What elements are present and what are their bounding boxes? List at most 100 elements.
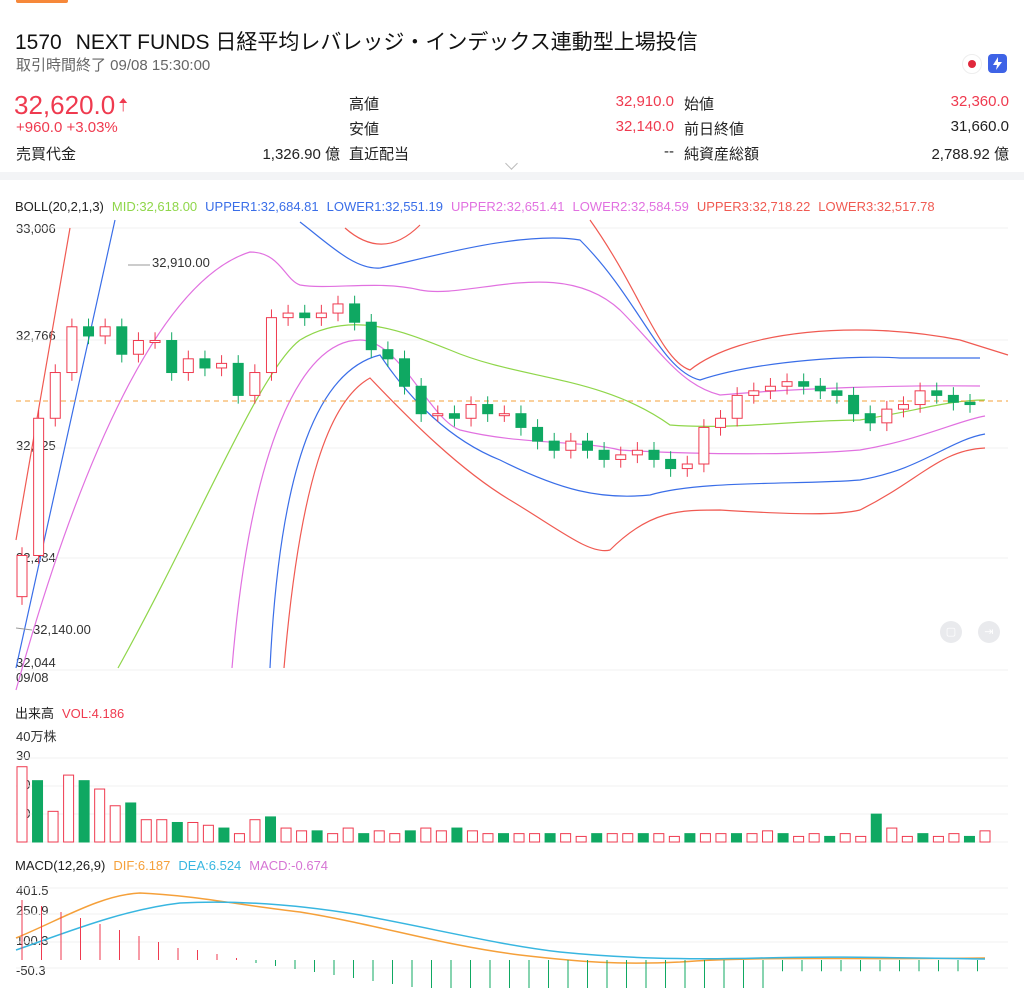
zoom-out-icon[interactable]: ▢ [940,621,962,643]
mid-band [117,324,986,669]
candle-body [532,426,544,442]
candle-body [781,381,793,387]
candle-body [83,326,95,337]
candle-body [132,340,144,355]
volume-bar [855,835,867,843]
lower1-band [269,354,986,669]
dea-line [15,901,986,960]
candle-body [681,463,693,470]
candle-body [964,401,976,406]
lightning-icon[interactable] [988,54,1007,73]
candle-body [16,554,28,598]
prev-close-label: 前日終値 [684,121,745,138]
dif-line [15,892,986,964]
candle-body [199,358,211,369]
candle-body [698,426,710,465]
prev-close-value: 31,660.0 [950,118,1009,135]
volume-bar [963,835,975,843]
volume-bar [16,766,28,843]
boll-lower2: LOWER2:32,584.59 [572,199,689,214]
volume-bar [94,788,106,843]
candle-body [265,317,277,374]
candle-body [798,381,810,387]
volume-bar [187,821,199,843]
boll-legend: BOLL(20,2,1,3) MID:32,618.00 UPPER1:32,684… [15,199,943,214]
volume-bar [979,830,991,843]
candle-body [166,340,178,374]
candle-body [432,413,444,417]
volume-bar [327,833,339,843]
boll-mid: MID:32,618.00 [111,199,198,214]
volume-bar [824,835,836,843]
volume-bar [870,813,882,843]
arrow-up-icon: 🠡 [118,95,129,115]
macd-dif: DIF:6.187 [113,858,171,873]
volume-bar [886,827,898,843]
boll-lower3: LOWER3:32,517.78 [818,199,935,214]
volume-bar [342,827,354,843]
volume-legend: 出来高 VOL:4.186 [15,703,132,722]
volume-bar [730,833,742,843]
macd-y-label: 401.5 [16,883,49,898]
candle-body [581,440,593,451]
volume-bar [513,833,525,843]
volume-bar [498,833,509,843]
candle-body [182,358,194,374]
volume-bar [606,833,618,843]
macd-value: MACD:-0.674 [249,858,329,873]
volume-bar [280,827,292,843]
candle-body [232,362,244,396]
volume-bar [932,835,944,843]
nav-label: 純資産総額 [684,146,760,163]
volume-value: VOL:4.186 [62,706,125,721]
candle-body [814,385,826,392]
macd-dea: DEA:6.524 [178,858,242,873]
boll-upper1: UPPER1:32,684.81 [205,199,319,214]
volume-bar [777,833,789,843]
volume-title: 出来高 [15,706,55,721]
volume-bar [482,833,494,843]
boll-upper2: UPPER2:32,651.41 [451,199,565,214]
section-divider [0,172,1024,180]
volume-bar [171,821,183,843]
reset-icon[interactable]: ⇥ [978,621,1000,643]
volume-bar [793,835,805,843]
dividend-value: -- [664,143,674,160]
candle-body [731,394,743,419]
high-value: 32,910.0 [615,93,674,110]
open-value: 32,360.0 [950,93,1009,110]
macd-name: MACD(12,26,9) [15,858,106,873]
candle-body [216,362,228,369]
candle-body [116,326,128,355]
candle-body [648,449,660,460]
upper3-band [15,227,71,541]
volume-bar [715,833,727,843]
dividend-label: 直近配当 [349,146,410,163]
candle-body [848,394,860,415]
volume-bar [901,835,913,843]
volume-bar [466,830,478,843]
volume-bar [653,833,665,843]
volume-bar [746,833,758,843]
turnover-label: 売買代金 [16,146,77,163]
volume-bar [78,780,90,843]
candle-body [881,408,893,424]
high-label: 高値 [349,96,380,113]
candle-body [382,349,394,360]
candle-body [764,385,776,392]
upper1-band [15,219,980,669]
volume-bar [249,819,261,843]
candle-body [665,458,677,470]
volume-bar [684,833,696,843]
volume-bar [544,833,556,843]
low-label: 安値 [349,121,380,138]
candle-body [282,312,294,319]
volume-unit: 40万株 [16,729,57,744]
nav-value: 2,788.92 億 [931,146,1009,163]
candle-body [548,440,560,451]
candle-body [465,404,477,419]
volume-bar [140,819,152,843]
candle-body [515,413,527,428]
volume-bar [839,833,851,843]
